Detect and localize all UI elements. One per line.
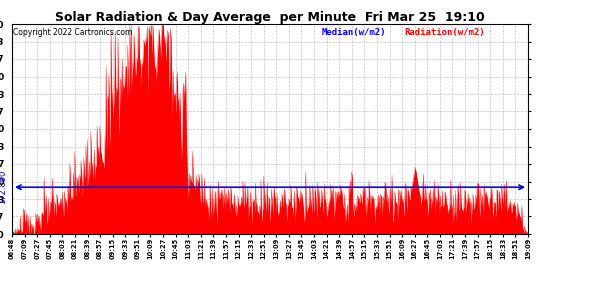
- Title: Solar Radiation & Day Average  per Minute  Fri Mar 25  19:10: Solar Radiation & Day Average per Minute…: [55, 11, 485, 24]
- Text: Copyright 2022 Cartronics.com: Copyright 2022 Cartronics.com: [13, 28, 132, 37]
- Text: Median(w/m2): Median(w/m2): [322, 28, 386, 37]
- Text: Radiation(w/m2): Radiation(w/m2): [404, 28, 485, 37]
